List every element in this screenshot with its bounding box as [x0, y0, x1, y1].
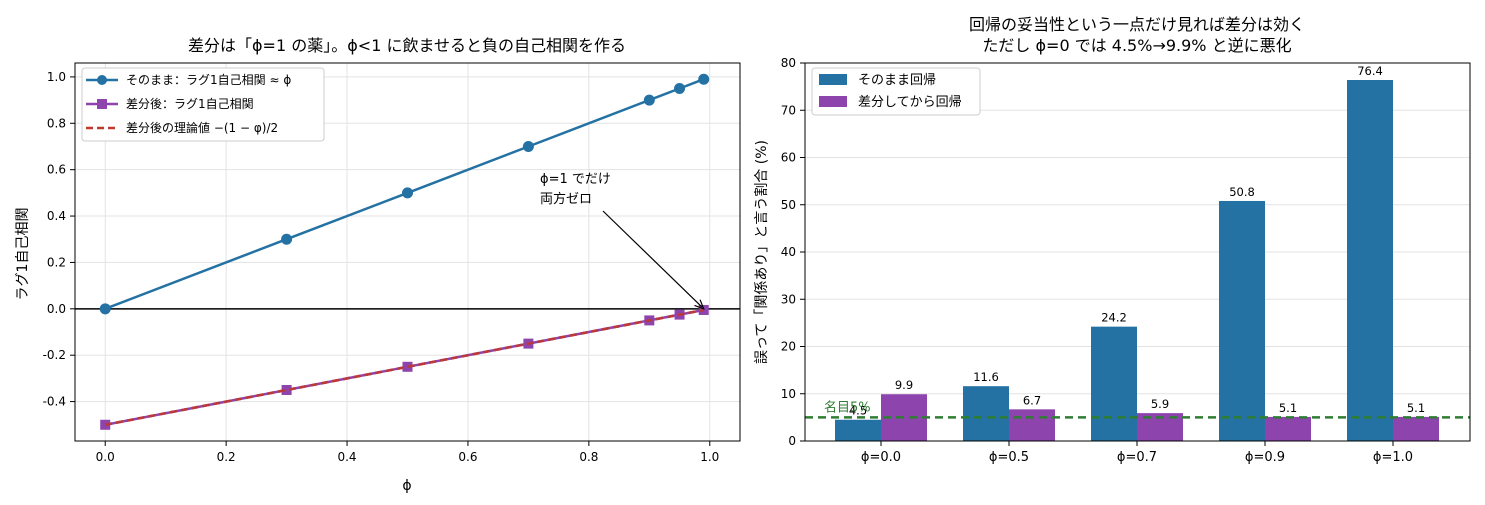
right-chart: 回帰の妥当性という一点だけ見れば差分は効く ただし ϕ=0 では 4.5%→9.… [753, 15, 1471, 465]
legend-label-3: 差分後の理論値 −(1 − φ)/2 [126, 120, 278, 135]
bar-value-label: 9.9 [895, 378, 913, 392]
series-1-point [698, 73, 710, 85]
left-x-tick-label: 1.0 [700, 450, 719, 464]
right-bars: 4.5 9.9 11.6 6.7 24.2 5.9 50.8 5.1 76.4 5.1 [835, 64, 1439, 441]
legend-swatch-1 [819, 74, 847, 85]
series-1-point [643, 94, 655, 106]
right-reference-line: 名目5% [805, 399, 1470, 419]
right-y-tick-label: 20 [781, 340, 796, 354]
right-x-tick-label: ϕ=1.0 [1373, 450, 1413, 465]
bar-value-label: 6.7 [1023, 393, 1041, 407]
legend-label-2: 差分後：ラグ1自己相関 [126, 97, 254, 111]
nominal-5pct-label: 名目5% [824, 399, 871, 415]
right-legend-label-2: 差分してから回帰 [858, 94, 962, 110]
bar-diff [1393, 416, 1439, 441]
legend-swatch-2 [819, 96, 847, 107]
left-x-axis-label: ϕ [402, 478, 411, 494]
left-y-axis-label: ラグ1自己相関 [15, 208, 31, 301]
right-ticks: 0 10 20 30 40 50 60 70 80 ϕ=0.0 ϕ=0.5 ϕ=0.7 ϕ=0.9 ϕ=1… [781, 56, 1413, 465]
bar-raw [835, 419, 881, 441]
bar-value-label: 5.1 [1407, 401, 1425, 415]
bar-value-label: 76.4 [1357, 64, 1383, 78]
bar-raw [963, 386, 1009, 441]
left-x-tick-label: 0.2 [217, 450, 236, 464]
series-2-point [698, 304, 709, 315]
annotation-line-1: ϕ=1 でだけ [540, 172, 611, 187]
left-ticks: 0.0 0.2 0.4 0.6 0.8 1.0 -0.4 -0.2 0.0 0.2 0.4 0.6 0.… [43, 70, 720, 464]
annotation-arrow-line [602, 210, 703, 308]
legend-marker-1 [97, 75, 107, 85]
left-grid [75, 63, 740, 441]
legend-label-1: そのまま：ラグ1自己相関 ≈ ϕ [126, 73, 291, 87]
left-y-tick-label: -0.2 [43, 348, 66, 362]
left-x-tick-label: 0.8 [579, 450, 598, 464]
right-legend-label-1: そのまま回帰 [858, 72, 936, 88]
right-y-axis-label: 誤って「関係あり」と言う割合 (%) [753, 140, 770, 364]
left-plot-frame [74, 62, 741, 442]
left-chart-title: 差分は「ϕ=1 の薬」。ϕ<1 に飲ませると負の自己相関を作る [188, 36, 626, 55]
left-y-tick-label: 1.0 [47, 70, 66, 84]
bar-diff [1009, 409, 1055, 441]
left-x-tick-label: 0.4 [337, 450, 356, 464]
annotation-arrow-head [694, 299, 705, 310]
series-2-point [281, 384, 292, 395]
left-x-tick-label: 0.6 [458, 450, 477, 464]
bar-value-label: 5.1 [1279, 401, 1297, 415]
series-1-point [674, 83, 686, 95]
bar-value-label: 5.9 [1151, 397, 1169, 411]
right-y-tick-label: 30 [781, 292, 796, 306]
right-y-tick-label: 10 [781, 387, 796, 401]
series-line-3-overlay [104, 308, 704, 427]
left-annotation: ϕ=1 でだけ 両方ゼロ [540, 172, 705, 310]
right-chart-title-line-1: 回帰の妥当性という一点だけ見れば差分は効く [969, 15, 1305, 34]
bar-value-label: 24.2 [1101, 311, 1127, 325]
left-legend-box [81, 67, 325, 142]
left-x-tick-label: 0.0 [96, 450, 115, 464]
right-y-tick-label: 40 [781, 245, 796, 259]
series-1-point [402, 187, 413, 199]
right-chart-title-line-2: ただし ϕ=0 では 4.5%→9.9% と逆に悪化 [982, 36, 1291, 55]
left-y-tick-label: 0.8 [47, 116, 66, 130]
left-y-tick-label: 0.4 [47, 209, 66, 223]
right-legend-box [811, 67, 981, 116]
series-1-point [99, 303, 111, 315]
series-1-point [522, 140, 534, 152]
bar-value-label: 11.6 [973, 370, 999, 384]
series-2-point [402, 361, 413, 372]
bar-value-label: 50.8 [1229, 185, 1255, 199]
left-y-tick-label: 0.0 [47, 302, 66, 316]
right-y-tick-label: 0 [788, 434, 796, 448]
left-y-tick-label: 0.2 [47, 255, 66, 269]
right-x-tick-label: ϕ=0.7 [1117, 450, 1157, 465]
right-y-tick-label: 80 [781, 56, 796, 70]
right-x-tick-label: ϕ=0.9 [1245, 450, 1285, 465]
right-y-tick-label: 50 [781, 198, 796, 212]
right-y-tick-label: 60 [781, 151, 796, 165]
left-y-tick-label: -0.4 [43, 395, 66, 409]
bar-value-label: 4.5 [849, 404, 867, 418]
left-chart: 差分は「ϕ=1 の薬」。ϕ<1 に飲ませると負の自己相関を作る ϕ=1 でだけ … [15, 36, 741, 494]
bar-diff [1265, 416, 1311, 441]
left-y-tick-label: 0.6 [47, 163, 66, 177]
right-x-tick-label: ϕ=0.0 [861, 450, 901, 465]
bar-raw [1347, 80, 1393, 441]
left-series [99, 73, 710, 430]
bar-raw [1091, 326, 1137, 441]
right-y-tick-label: 70 [781, 103, 796, 117]
series-1-point [281, 233, 293, 245]
bar-raw [1219, 200, 1265, 441]
legend-marker-2 [97, 99, 107, 109]
right-x-tick-label: ϕ=0.5 [989, 450, 1029, 465]
annotation-line-2: 両方ゼロ [540, 191, 592, 207]
